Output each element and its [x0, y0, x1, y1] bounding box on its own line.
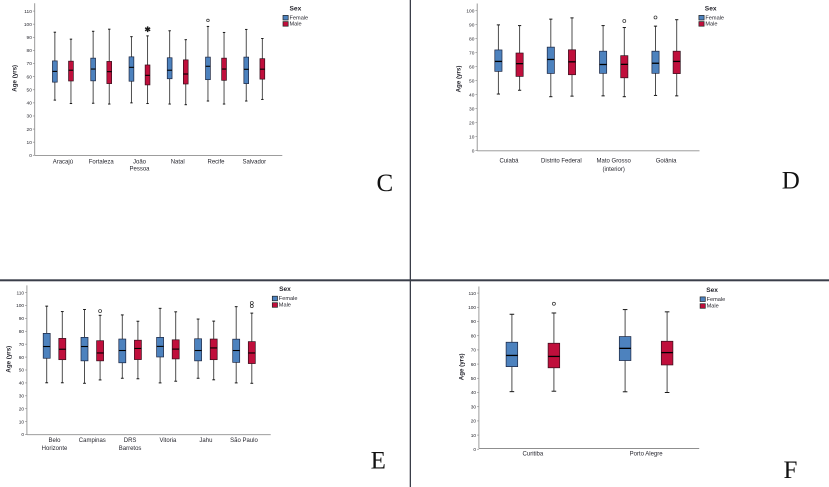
svg-text:Barretos: Barretos: [119, 446, 142, 452]
svg-text:São Paulo: São Paulo: [230, 438, 258, 444]
svg-text:80: 80: [469, 36, 475, 42]
svg-text:60: 60: [19, 355, 25, 361]
svg-text:100: 100: [466, 8, 474, 14]
svg-text:João: João: [133, 160, 147, 166]
svg-text:Vitoria: Vitoria: [159, 438, 177, 444]
svg-text:Distrito Federal: Distrito Federal: [541, 159, 582, 165]
svg-text:Pessoa: Pessoa: [129, 167, 150, 173]
svg-text:10: 10: [469, 134, 475, 140]
svg-text:20: 20: [19, 406, 25, 412]
svg-text:110: 110: [468, 291, 476, 297]
svg-text:✱: ✱: [144, 25, 150, 34]
svg-text:Horizonte: Horizonte: [42, 446, 68, 452]
svg-text:Porto Alegre: Porto Alegre: [630, 451, 664, 457]
svg-text:DRS: DRS: [124, 438, 137, 444]
svg-text:20: 20: [469, 120, 475, 126]
svg-text:90: 90: [27, 35, 33, 41]
svg-text:Sex: Sex: [279, 286, 291, 293]
svg-text:Belo: Belo: [48, 438, 61, 444]
svg-text:40: 40: [19, 381, 25, 387]
svg-text:10: 10: [19, 419, 25, 425]
svg-text:20: 20: [471, 419, 477, 425]
svg-text:40: 40: [469, 92, 475, 98]
svg-text:10: 10: [27, 140, 33, 146]
svg-text:0: 0: [21, 432, 24, 438]
svg-text:Male: Male: [705, 22, 717, 28]
svg-text:60: 60: [27, 74, 33, 80]
svg-text:0: 0: [29, 153, 32, 159]
svg-text:0: 0: [472, 148, 475, 154]
svg-text:Female: Female: [279, 296, 298, 302]
svg-text:Cuiabá: Cuiabá: [499, 159, 519, 165]
svg-text:Age (yrs): Age (yrs): [5, 346, 12, 373]
svg-text:70: 70: [19, 342, 25, 348]
svg-text:Sex: Sex: [290, 5, 302, 12]
svg-text:Recife: Recife: [207, 160, 225, 166]
svg-text:Natal: Natal: [171, 160, 185, 166]
svg-text:Female: Female: [707, 297, 726, 303]
svg-text:10: 10: [471, 433, 477, 439]
svg-text:Age (yrs): Age (yrs): [456, 66, 463, 93]
svg-text:Sex: Sex: [705, 5, 717, 12]
svg-text:Salvador: Salvador: [242, 160, 266, 166]
svg-text:50: 50: [27, 87, 33, 93]
svg-text:60: 60: [471, 362, 477, 368]
svg-text:40: 40: [471, 390, 477, 396]
svg-text:Fortaleza: Fortaleza: [89, 160, 115, 166]
svg-text:30: 30: [471, 404, 477, 410]
svg-text:Sex: Sex: [706, 287, 718, 294]
svg-text:80: 80: [27, 48, 33, 54]
svg-text:Male: Male: [290, 22, 302, 28]
svg-text:40: 40: [27, 101, 33, 107]
svg-text:Mato Grosso: Mato Grosso: [597, 159, 632, 165]
svg-text:C: C: [377, 170, 394, 197]
svg-text:Female: Female: [290, 15, 309, 21]
svg-text:100: 100: [24, 22, 32, 28]
svg-text:Campinas: Campinas: [79, 438, 106, 444]
svg-text:50: 50: [19, 368, 25, 374]
svg-text:Goiânia: Goiânia: [656, 159, 677, 165]
svg-text:100: 100: [16, 303, 24, 309]
svg-text:Male: Male: [707, 304, 719, 310]
svg-text:30: 30: [27, 114, 33, 120]
svg-text:Curitiba: Curitiba: [523, 451, 544, 457]
svg-text:30: 30: [19, 394, 25, 400]
svg-text:Jahu: Jahu: [199, 438, 212, 444]
svg-text:Age (yrs): Age (yrs): [11, 65, 18, 92]
svg-text:Age (yrs): Age (yrs): [458, 353, 465, 380]
svg-text:(interior): (interior): [603, 167, 625, 173]
svg-text:110: 110: [16, 290, 24, 296]
svg-text:60: 60: [469, 64, 475, 70]
svg-text:Male: Male: [279, 303, 291, 309]
svg-text:80: 80: [19, 329, 25, 335]
svg-text:50: 50: [471, 376, 477, 382]
svg-text:90: 90: [19, 316, 25, 322]
svg-text:Aracajú: Aracajú: [53, 160, 73, 166]
svg-text:110: 110: [24, 9, 32, 15]
svg-text:70: 70: [27, 61, 33, 67]
svg-text:90: 90: [469, 22, 475, 28]
svg-text:Female: Female: [705, 15, 724, 21]
svg-text:E: E: [371, 447, 386, 474]
svg-text:0: 0: [473, 447, 476, 453]
svg-text:50: 50: [469, 78, 475, 84]
svg-text:90: 90: [471, 319, 477, 325]
svg-text:30: 30: [469, 106, 475, 112]
svg-text:70: 70: [471, 348, 477, 354]
svg-text:70: 70: [469, 50, 475, 56]
svg-text:20: 20: [27, 127, 33, 133]
svg-text:F: F: [784, 457, 798, 484]
svg-text:80: 80: [471, 333, 477, 339]
svg-text:100: 100: [468, 305, 476, 311]
svg-text:D: D: [782, 168, 800, 195]
